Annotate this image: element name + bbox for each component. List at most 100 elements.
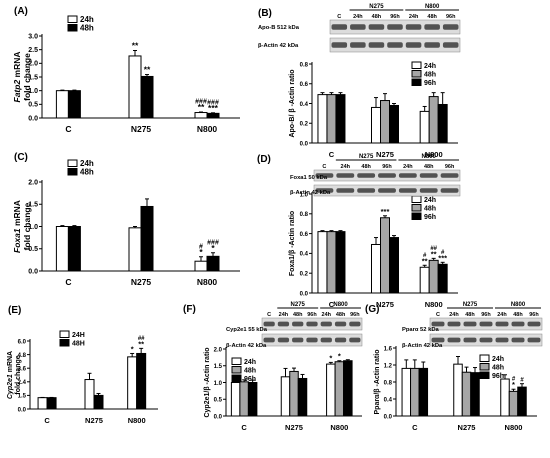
legend-label-24h: 24h	[424, 197, 436, 204]
y-tick-label: 4.8	[18, 353, 27, 359]
y-tick-label: 0.4	[300, 252, 309, 258]
legend-label-96h: 96h	[424, 214, 436, 221]
x-tick-label: C	[241, 423, 247, 432]
bar-F-48h-C	[239, 381, 249, 417]
blot-band	[349, 337, 361, 343]
blot-band	[463, 321, 477, 327]
panel-label-E: (E)	[8, 305, 21, 316]
blot-lane-label: 96h	[481, 312, 491, 318]
blot-band	[349, 321, 361, 327]
significance-mark: *	[329, 353, 332, 362]
blot-band	[334, 337, 347, 343]
x-tick-label: N800	[128, 416, 146, 425]
blot-group-label: N275	[369, 4, 384, 10]
legend-label-96h: 96h	[492, 373, 504, 380]
x-tick-label: N275	[285, 423, 303, 432]
y-axis-label-suffix: mRNA	[7, 351, 14, 374]
bar-G-96h-N800	[517, 386, 527, 417]
significance-mark: *	[211, 243, 215, 253]
legend-label-24h: 24h	[244, 359, 256, 366]
blot-band	[387, 24, 403, 30]
blot-row-label: β-Actin 42 kDa	[258, 43, 299, 49]
y-tick-label: 0.8	[300, 62, 309, 68]
bar-D-48h-N800	[428, 259, 439, 294]
bar-C-24h-N800	[194, 260, 208, 272]
blot-lane-label: 48h	[465, 312, 475, 318]
bar-G-24h-N275	[453, 363, 463, 417]
blot-lane-label: 96h	[445, 164, 455, 170]
legend-swatch-24h	[479, 354, 490, 362]
blot-band	[424, 42, 440, 48]
bar-B-96h-C	[335, 94, 346, 144]
y-tick-label: 1.5	[18, 394, 27, 400]
y-axis-label-gene: Cyp2e1	[7, 374, 14, 399]
blot-band	[378, 173, 396, 178]
x-tick-label: C	[329, 300, 335, 309]
significance-mark: ###	[195, 98, 207, 105]
bar-D-24h-N275	[371, 243, 381, 294]
blot-group-label: N800	[333, 302, 348, 308]
blot-band	[442, 42, 459, 48]
blot-band	[447, 337, 461, 343]
blot-band	[263, 321, 275, 327]
legend-label-24h: 24h	[80, 159, 94, 168]
chart-C: 0.0 0.5 1.0 1.5 2.0 Foxa1 mRNA fold change C N27…	[12, 159, 240, 287]
legend-swatch-96h	[479, 371, 490, 379]
bar-C-48h-C	[67, 226, 81, 272]
y-tick-label: 1.5	[214, 364, 223, 370]
legend-label-48h: 48h	[80, 168, 94, 177]
y-tick-label: 1.2	[384, 363, 393, 369]
blot-band	[405, 42, 422, 48]
bar-G-48h-C	[410, 367, 420, 417]
chart-B: 0.0 0.2 0.4 0.6 0.8 Apo-B/ β -Actin ratio C N27…	[289, 61, 458, 159]
x-tick-label: C	[412, 423, 418, 432]
legend-swatch-96h	[411, 78, 422, 86]
blot-band	[424, 24, 440, 30]
y-tick-label: 0.2	[300, 122, 309, 128]
blot-band	[277, 337, 290, 343]
blot-row-label: β-Actin 42 kDa	[290, 190, 331, 196]
y-tick-label: 2.5	[28, 47, 38, 54]
significance-mark: **	[198, 102, 205, 112]
y-tick-label: 0.0	[28, 115, 38, 122]
blot-lane-label: 24h	[409, 14, 419, 20]
blot-band	[320, 321, 332, 327]
y-axis-label: Cyp2e1 mRNA	[7, 351, 14, 399]
blot-lane-label: C	[267, 312, 271, 318]
y-tick-label: 6.0	[18, 339, 27, 345]
blot-row-label: Cyp2e1 55 kDa	[226, 327, 268, 333]
x-tick-label: N275	[131, 124, 152, 134]
legend-label-48H: 48H	[72, 341, 85, 348]
blot-row-label: Foxa1 50 kDa	[290, 175, 328, 181]
blot-band	[479, 337, 493, 343]
blot-band	[511, 321, 525, 327]
y-axis-label: Apo-B/ β -Actin ratio	[289, 69, 296, 137]
y-axis-label-suffix: mRNA	[12, 51, 22, 79]
significance-mark: *	[199, 247, 203, 257]
significance-mark: #	[423, 253, 427, 259]
blot-band	[263, 337, 275, 343]
blot-band	[431, 337, 445, 343]
y-tick-label: 0.0	[28, 268, 38, 275]
blot-band	[419, 188, 438, 193]
legend-label-96h: 96h	[244, 376, 256, 383]
x-tick-label: C	[329, 150, 335, 159]
bar-D-48h-C	[326, 231, 337, 294]
blot-group-label: N800	[425, 4, 440, 10]
legend-label-48h: 48h	[244, 368, 256, 375]
legend-swatch-24H	[59, 330, 70, 338]
x-tick-label: C	[65, 124, 71, 134]
legend-label-48h: 48h	[492, 365, 504, 372]
y-axis-label-gene: Fatp2	[12, 80, 22, 103]
blot-lane-label: 24h	[341, 164, 351, 170]
bar-G-96h-N275	[470, 372, 480, 417]
significance-mark: **	[422, 256, 428, 265]
legend-label-48h: 48h	[424, 72, 436, 79]
x-tick-label: N800	[197, 277, 218, 287]
blot-band	[368, 24, 385, 30]
significance-mark: **	[132, 40, 139, 50]
blot-row-label: β-Actin 42 kDa	[402, 343, 443, 349]
blot-band	[398, 173, 417, 178]
